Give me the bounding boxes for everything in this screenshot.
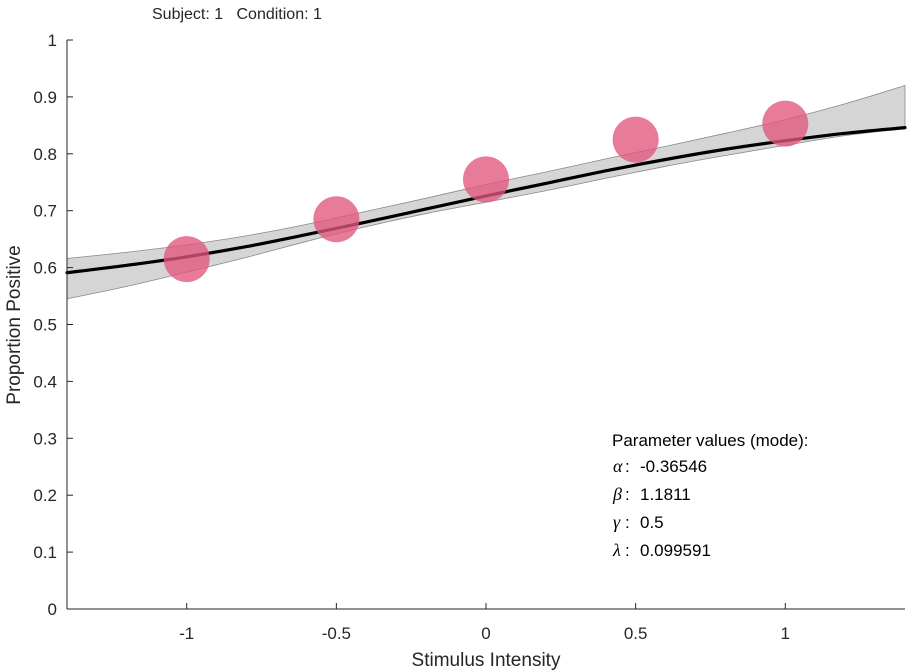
y-tick-label: 0.7 xyxy=(33,202,57,221)
data-point xyxy=(163,236,210,283)
gamma-value: 0.5 xyxy=(640,513,664,532)
x-tick-label: 0 xyxy=(481,624,490,643)
beta-symbol: β xyxy=(612,484,622,504)
gamma-symbol: γ xyxy=(613,512,621,532)
data-point xyxy=(762,100,809,147)
y-tick-label: 0 xyxy=(48,600,57,619)
beta-value: 1.1811 xyxy=(640,485,691,504)
data-point xyxy=(612,116,659,163)
x-tick-label: -1 xyxy=(179,624,194,643)
y-tick-label: 0.1 xyxy=(33,543,57,562)
y-tick-label: 0.3 xyxy=(33,429,57,448)
data-point xyxy=(313,196,360,243)
alpha-colon: : xyxy=(625,457,630,476)
lambda-value: 0.099591 xyxy=(640,541,711,560)
y-tick-label: 1 xyxy=(48,31,57,50)
lambda-symbol: λ xyxy=(612,540,621,560)
alpha-value: -0.36546 xyxy=(640,457,707,476)
data-points-layer xyxy=(163,100,809,283)
y-tick-label: 0.8 xyxy=(33,145,57,164)
y-tick-label: 0.2 xyxy=(33,486,57,505)
parameter-annotation: Parameter values (mode): α : -0.36546 β … xyxy=(612,431,809,560)
y-tick-label: 0.5 xyxy=(33,316,57,335)
y-tick-label: 0.6 xyxy=(33,259,57,278)
data-point xyxy=(463,156,509,203)
chart-title: Subject: 1 Condition: 1 xyxy=(152,6,322,23)
y-tick-label: 0.9 xyxy=(33,88,57,107)
x-tick-label: -0.5 xyxy=(322,624,351,643)
x-axis-label: Stimulus Intensity xyxy=(412,650,561,671)
y-axis-label: Proportion Positive xyxy=(4,245,25,404)
x-tick-label: 1 xyxy=(781,624,790,643)
beta-colon: : xyxy=(625,485,630,504)
x-tick-label: 0.5 xyxy=(624,624,648,643)
gamma-colon: : xyxy=(625,513,630,532)
y-tick-label: 0.4 xyxy=(33,372,57,391)
annotation-heading: Parameter values (mode): xyxy=(612,431,809,450)
alpha-symbol: α xyxy=(613,456,623,476)
lambda-colon: : xyxy=(625,541,630,560)
axes: -1 -0.5 0 0.5 1 0 0.1 0.2 0.3 0.4 0.5 0.6 0.7 0.8 0.9 1 xyxy=(33,31,905,643)
